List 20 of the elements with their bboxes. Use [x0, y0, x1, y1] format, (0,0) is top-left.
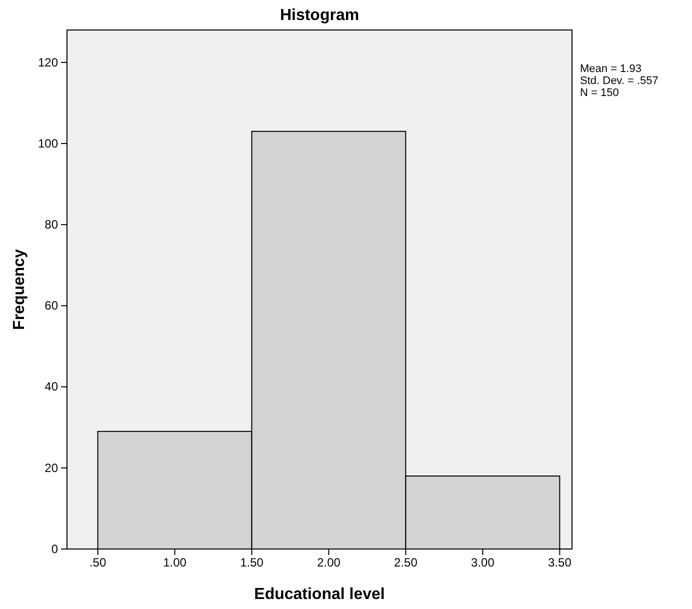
y-tick-label: 100 [38, 136, 58, 150]
x-tick-label: 1.00 [163, 556, 187, 570]
x-axis-title: Educational level [254, 586, 385, 603]
x-tick-label: .50 [89, 556, 106, 570]
x-tick-label: 3.00 [471, 556, 495, 570]
y-tick-label: 80 [44, 217, 58, 232]
text: Mean = 1.93 [580, 63, 642, 75]
chart-title: Histogram [280, 7, 360, 24]
x-tick-label: 2.00 [317, 556, 341, 570]
text: Std. Dev. = .557 [580, 75, 658, 87]
x-tick-label: 1.50 [240, 556, 264, 570]
text: N = 150 [580, 87, 619, 99]
y-tick-label: 120 [38, 55, 58, 70]
y-tick-label: 40 [44, 380, 58, 394]
x-tick-label: 3.50 [548, 556, 572, 570]
y-axis-title: Frequency [11, 248, 28, 330]
y-tick-label: 0 [51, 542, 58, 556]
x-tick-label: 2.50 [394, 556, 418, 570]
y-tick-label: 60 [44, 298, 58, 313]
y-tick-label: 20 [44, 460, 58, 475]
